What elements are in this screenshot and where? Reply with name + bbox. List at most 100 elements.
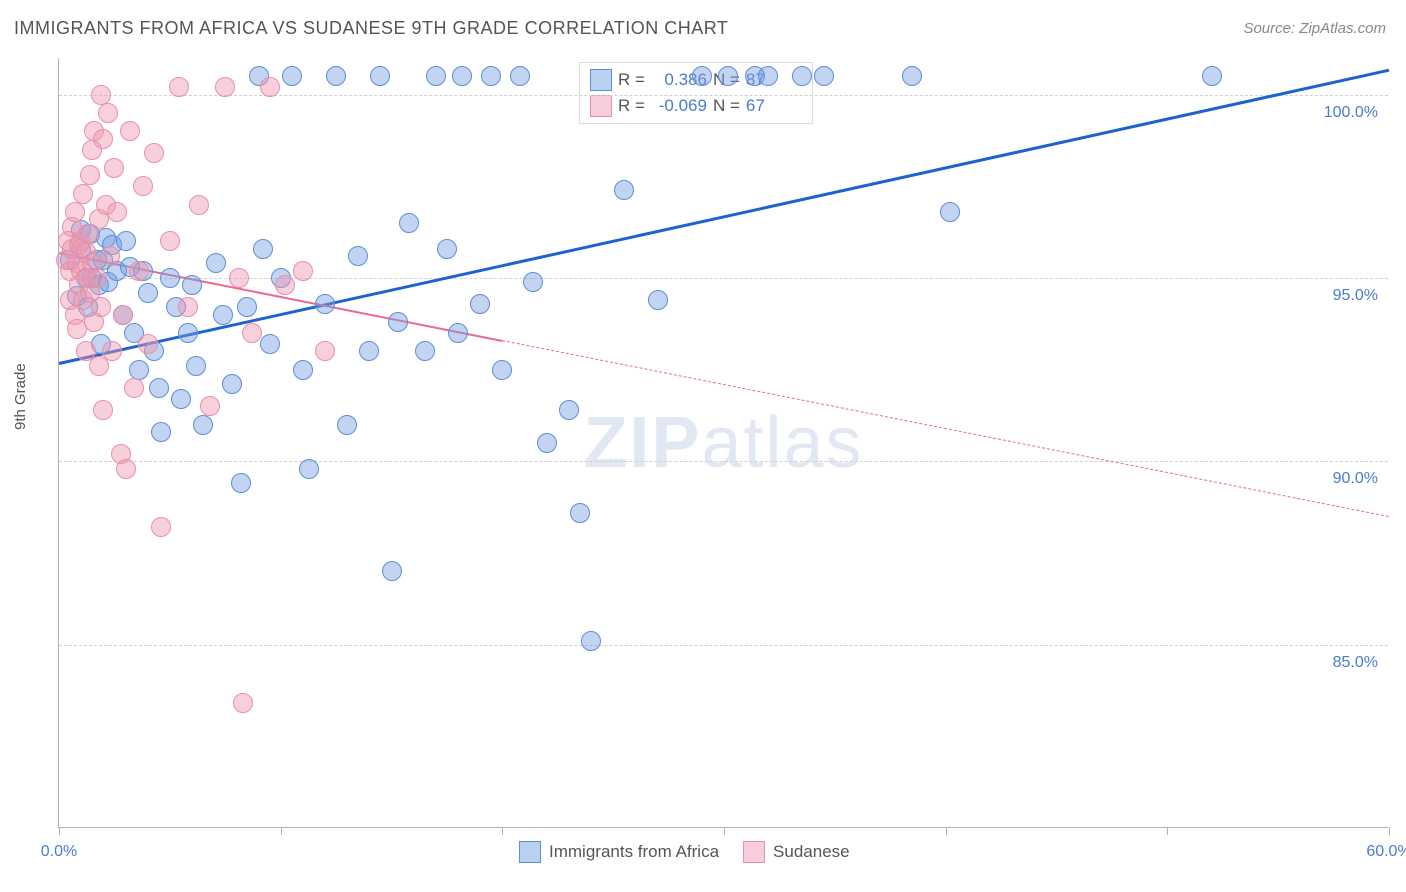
scatter-point [98,103,118,123]
legend-stats-row-2: R = -0.069 N = 67 [590,93,802,119]
scatter-point [87,268,107,288]
scatter-point [452,66,472,86]
legend-swatch-sudanese-b [743,841,765,863]
scatter-point [93,129,113,149]
scatter-point [178,323,198,343]
scatter-point [1202,66,1222,86]
scatter-point [113,305,133,325]
x-tick [1167,827,1168,835]
watermark: ZIPatlas [583,402,863,484]
scatter-point [648,290,668,310]
legend-swatch-africa [590,69,612,91]
scatter-point [470,294,490,314]
trendline [502,340,1389,517]
scatter-point [326,66,346,86]
scatter-point [260,77,280,97]
scatter-point [73,184,93,204]
legend-swatch-sudanese [590,95,612,117]
scatter-point [233,693,253,713]
scatter-point [120,121,140,141]
scatter-point [315,294,335,314]
gridline-h [59,645,1388,646]
scatter-point [151,517,171,537]
scatter-point [104,158,124,178]
scatter-point [315,341,335,361]
scatter-point [299,459,319,479]
scatter-point [100,246,120,266]
scatter-point [275,275,295,295]
scatter-point [182,275,202,295]
scatter-point [523,272,543,292]
scatter-point [171,389,191,409]
y-tick-label: 100.0% [1324,104,1378,122]
legend-swatch-africa-b [519,841,541,863]
gridline-h [59,278,1388,279]
gridline-h [59,95,1388,96]
y-tick-label: 85.0% [1333,654,1378,672]
scatter-point [91,85,111,105]
scatter-point [253,239,273,259]
scatter-point [570,503,590,523]
scatter-point [537,433,557,453]
scatter-point [189,195,209,215]
scatter-point [80,165,100,185]
scatter-point [337,415,357,435]
scatter-point [200,396,220,416]
scatter-point [260,334,280,354]
scatter-point [222,374,242,394]
scatter-point [144,143,164,163]
scatter-point [399,213,419,233]
chart-container: IMMIGRANTS FROM AFRICA VS SUDANESE 9TH G… [0,0,1406,892]
scatter-point [149,378,169,398]
scatter-point [237,297,257,317]
scatter-point [370,66,390,86]
scatter-point [718,66,738,86]
gridline-h [59,461,1388,462]
scatter-point [510,66,530,86]
scatter-point [814,66,834,86]
legend-item-africa: Immigrants from Africa [519,841,719,863]
scatter-point [437,239,457,259]
x-tick [946,827,947,835]
x-tick [502,827,503,835]
scatter-point [426,66,446,86]
scatter-point [129,360,149,380]
scatter-point [293,261,313,281]
scatter-point [129,261,149,281]
scatter-point [186,356,206,376]
scatter-point [169,77,189,97]
scatter-point [581,631,601,651]
scatter-point [359,341,379,361]
x-tick [1389,827,1390,835]
scatter-point [282,66,302,86]
x-tick-label: 0.0% [41,843,77,861]
scatter-point [213,305,233,325]
scatter-point [178,297,198,317]
scatter-point [107,202,127,222]
scatter-point [792,66,812,86]
scatter-point [116,231,136,251]
scatter-point [151,422,171,442]
y-axis-label: 9th Grade [12,363,29,430]
scatter-point [940,202,960,222]
scatter-point [242,323,262,343]
x-tick-label: 60.0% [1366,843,1406,861]
scatter-point [448,323,468,343]
scatter-point [138,334,158,354]
scatter-point [116,459,136,479]
scatter-point [481,66,501,86]
y-tick-label: 90.0% [1333,470,1378,488]
scatter-point [93,400,113,420]
scatter-point [388,312,408,332]
scatter-point [193,415,213,435]
x-tick [724,827,725,835]
scatter-point [229,268,249,288]
chart-title: IMMIGRANTS FROM AFRICA VS SUDANESE 9TH G… [14,18,728,39]
scatter-point [133,176,153,196]
scatter-point [293,360,313,380]
scatter-point [415,341,435,361]
scatter-point [138,283,158,303]
legend-item-sudanese: Sudanese [743,841,850,863]
source-attribution: Source: ZipAtlas.com [1243,20,1386,37]
scatter-point [902,66,922,86]
